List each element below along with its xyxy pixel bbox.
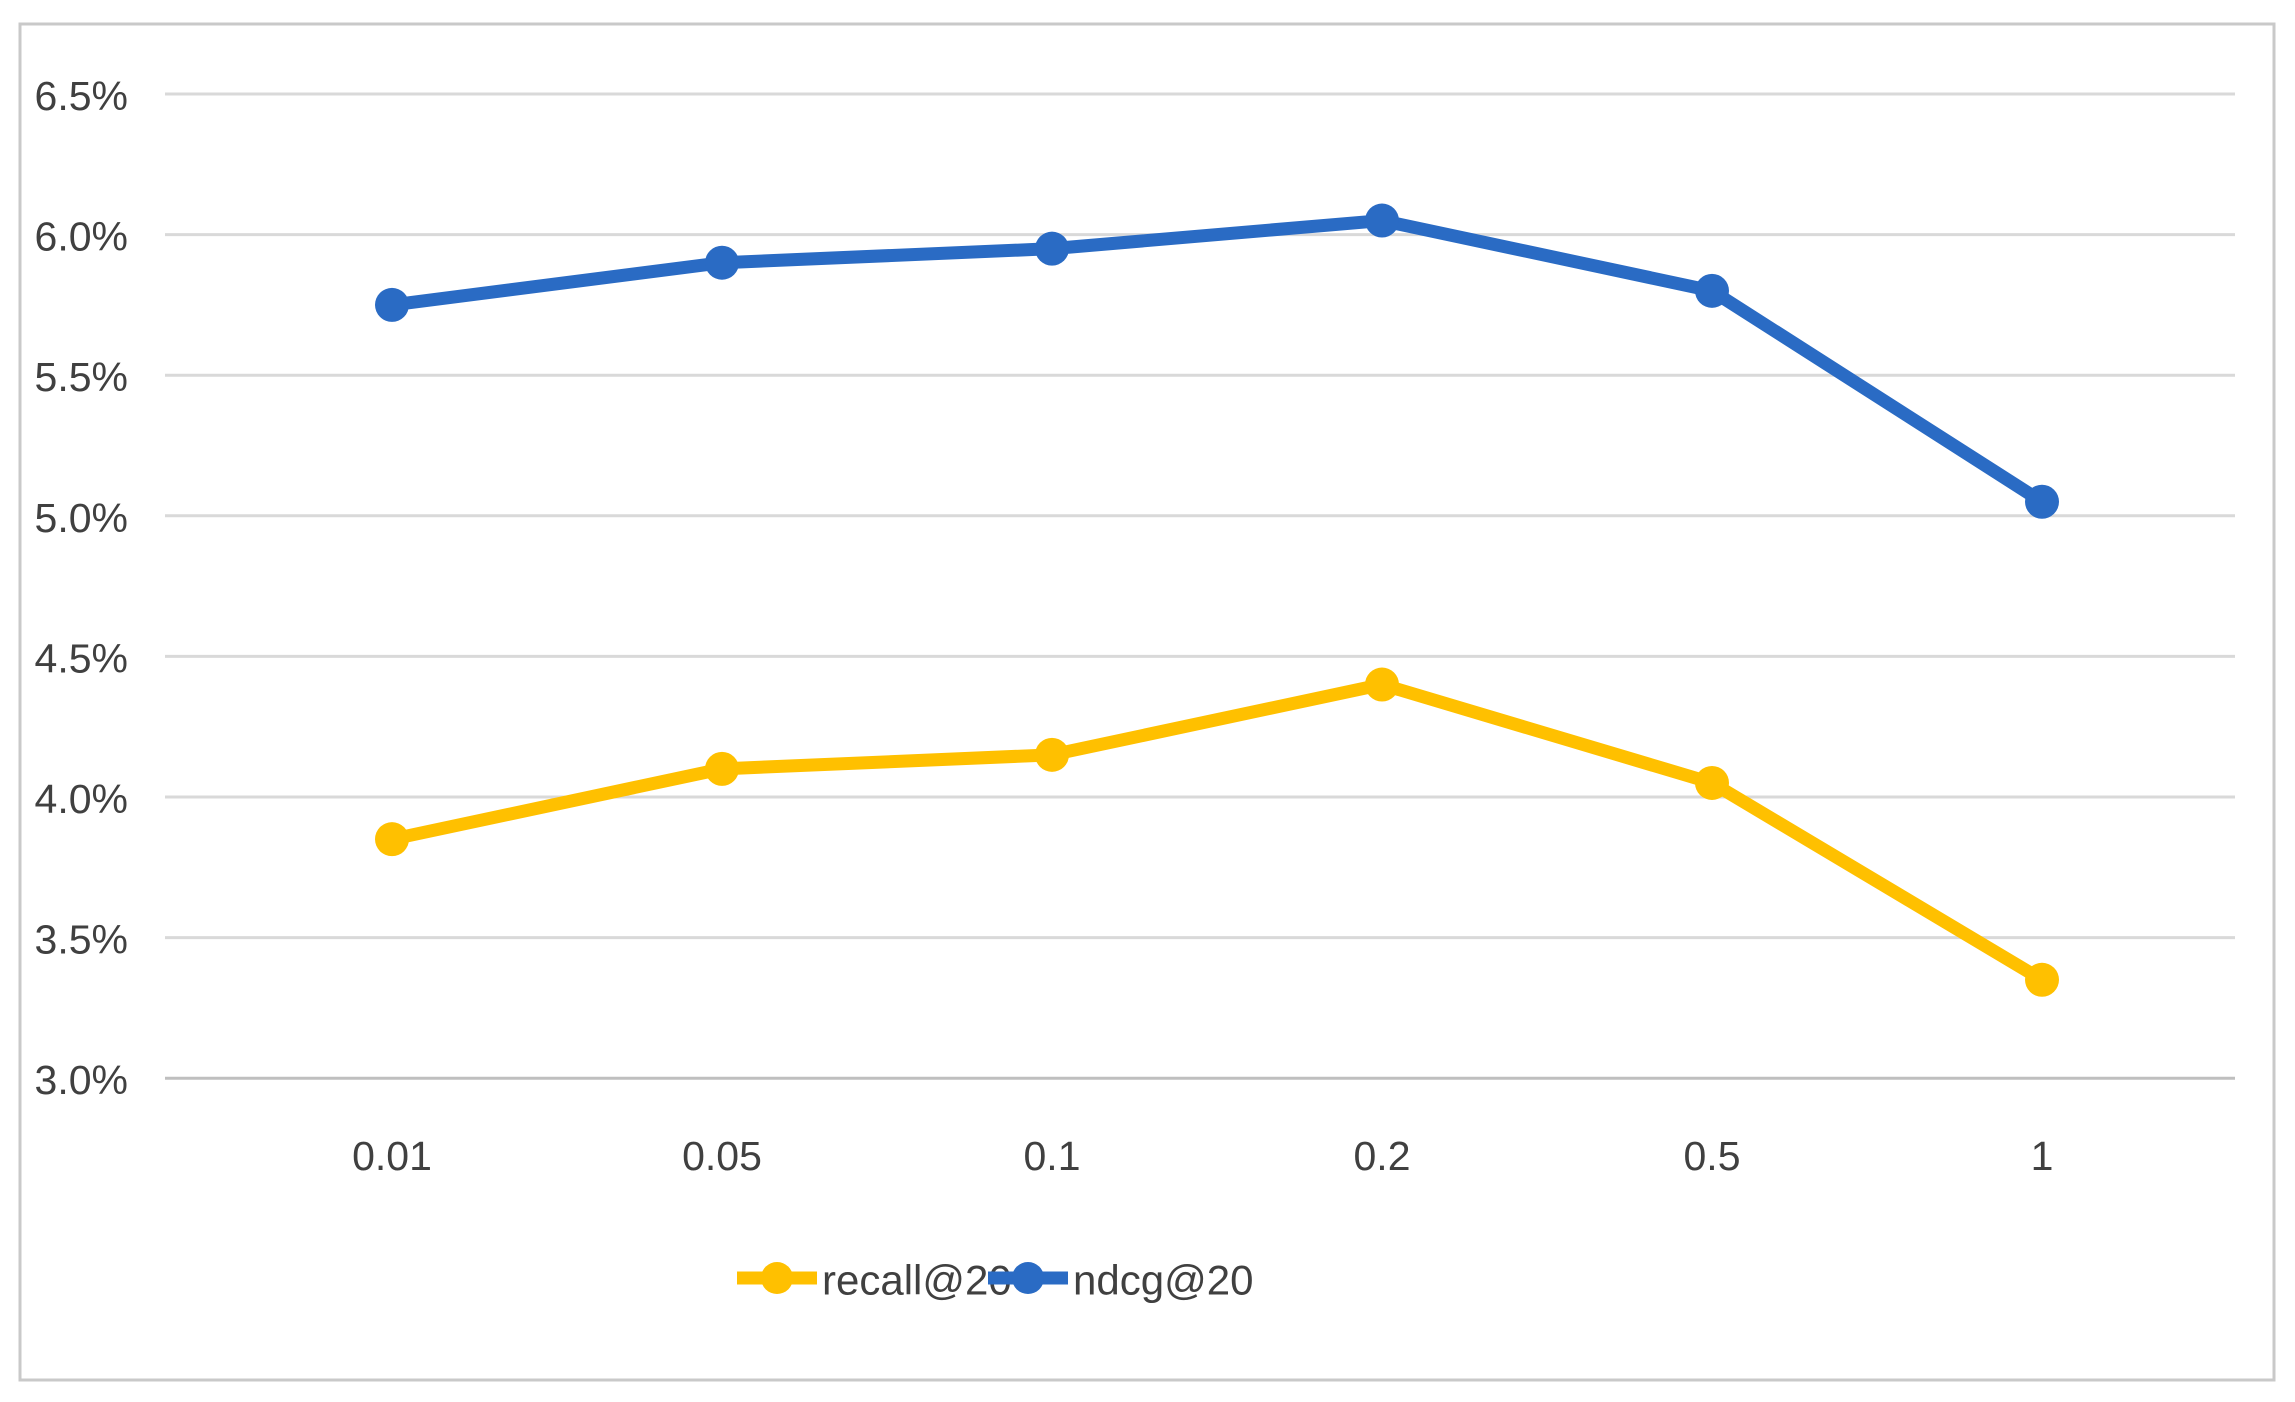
legend-label-ndcg@20: ndcg@20 bbox=[1073, 1257, 1253, 1304]
x-tick-label: 0.5 bbox=[1684, 1133, 1741, 1179]
data-point-recall@20-0.5 bbox=[1695, 765, 1729, 800]
y-tick-label: 5.5% bbox=[35, 354, 128, 400]
y-tick-label: 6.0% bbox=[35, 214, 128, 260]
data-point-ndcg@20-0.01 bbox=[375, 287, 409, 322]
data-point-recall@20-0.2 bbox=[1365, 667, 1399, 702]
y-tick-label: 4.5% bbox=[35, 635, 128, 681]
data-point-recall@20-0.05 bbox=[705, 751, 739, 786]
series-line-ndcg@20 bbox=[385, 214, 2049, 509]
chart-border bbox=[18, 22, 2276, 1382]
data-point-ndcg@20-0.05 bbox=[705, 245, 739, 280]
legend-marker-ndcg@20 bbox=[1012, 1262, 1044, 1294]
x-tick-label: 0.01 bbox=[352, 1133, 432, 1179]
y-tick-label: 3.5% bbox=[35, 917, 128, 963]
x-tick-label: 0.2 bbox=[1354, 1133, 1411, 1179]
x-tick-label: 1 bbox=[2031, 1133, 2054, 1179]
legend-label-recall@20: recall@20 bbox=[822, 1257, 1012, 1304]
data-point-recall@20-1 bbox=[2025, 962, 2059, 997]
data-point-recall@20-0.1 bbox=[1035, 737, 1069, 772]
y-tick-label: 6.5% bbox=[35, 73, 128, 119]
data-point-ndcg@20-0.5 bbox=[1695, 273, 1729, 308]
x-tick-label: 0.1 bbox=[1024, 1133, 1081, 1179]
data-point-recall@20-0.01 bbox=[375, 822, 409, 857]
x-tick-label: 0.05 bbox=[682, 1133, 762, 1179]
data-point-ndcg@20-0.1 bbox=[1035, 231, 1069, 266]
legend-marker-recall@20 bbox=[761, 1262, 793, 1294]
y-tick-label: 4.0% bbox=[35, 776, 128, 822]
y-tick-label: 3.0% bbox=[35, 1057, 128, 1103]
data-point-ndcg@20-1 bbox=[2025, 484, 2059, 519]
data-point-ndcg@20-0.2 bbox=[1365, 203, 1399, 238]
y-tick-label: 5.0% bbox=[35, 495, 128, 541]
series-line-recall@20 bbox=[385, 678, 2049, 987]
